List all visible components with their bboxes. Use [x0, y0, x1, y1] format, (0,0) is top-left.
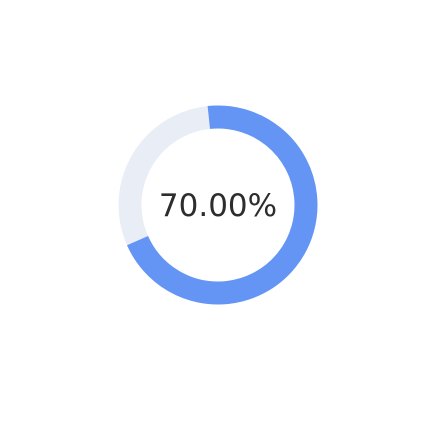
- progress-percentage-label: 70.00%: [158, 188, 278, 224]
- progress-fill: [118, 105, 318, 305]
